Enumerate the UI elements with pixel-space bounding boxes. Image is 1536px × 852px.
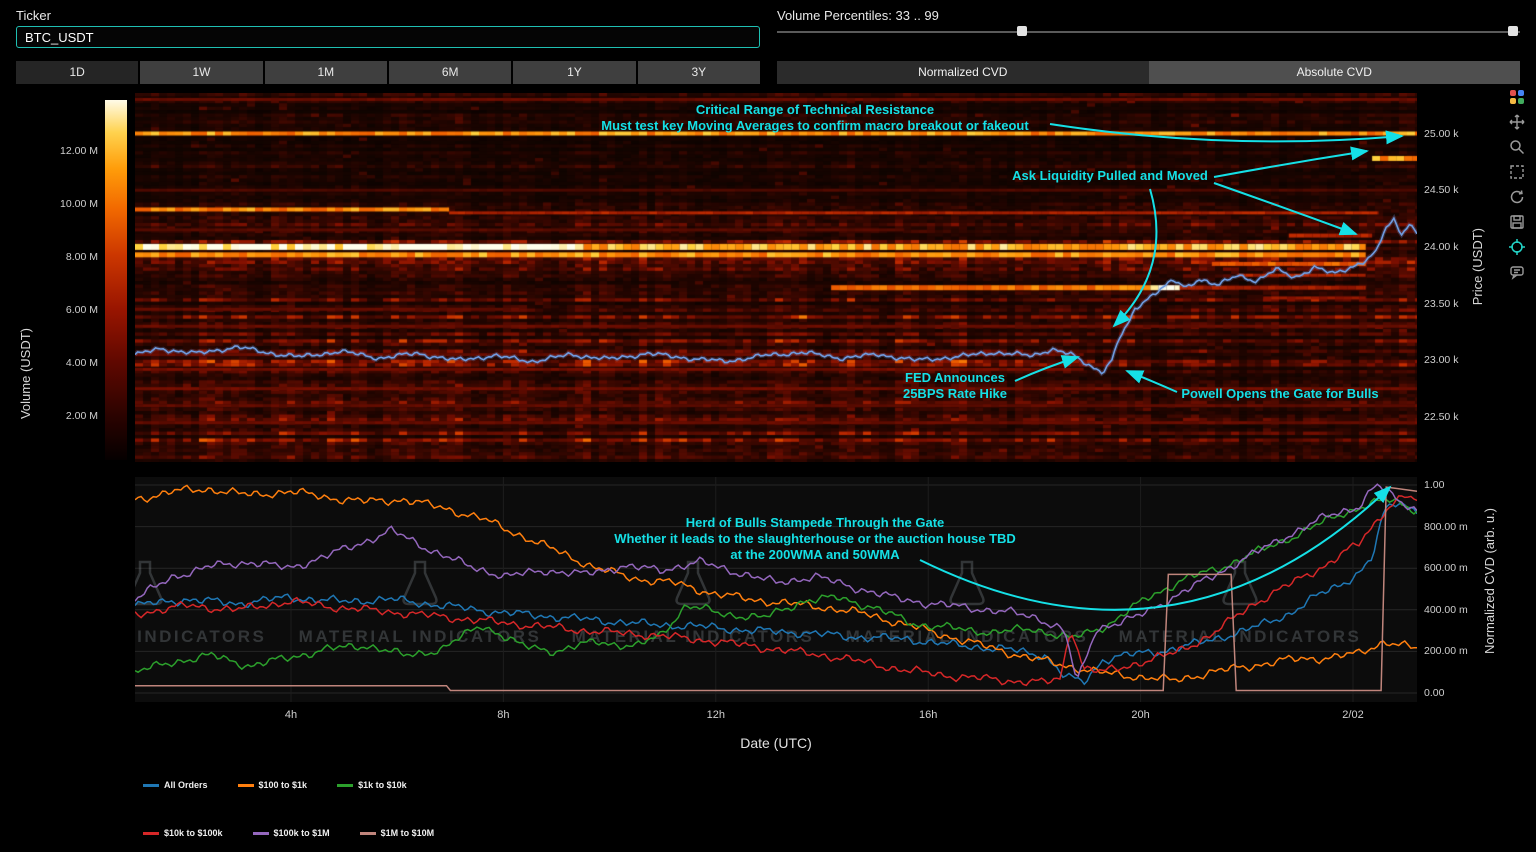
plot-modebar	[1506, 86, 1530, 283]
volume-axis-label: Volume (USDT)	[18, 328, 33, 420]
series-all-orders	[135, 501, 1417, 686]
series--100-to-1k	[135, 484, 1417, 683]
slider-handle-max[interactable]	[1507, 26, 1518, 36]
timeframe-button-1w[interactable]: 1W	[140, 61, 265, 84]
watermark-text: MATERIAL INDICATORS	[1119, 627, 1362, 646]
x-tick: 2/02	[1342, 709, 1364, 721]
colorbar-tick: 6.00 M	[65, 304, 98, 316]
legend-label: $1k to $10k	[358, 780, 407, 790]
cvd-axis-label: Normalized CVD (arb. u.)	[1482, 508, 1497, 654]
legend-row-1: All Orders $100 to $1k $1k to $10k	[143, 780, 407, 790]
liquidity-heatmap[interactable]	[135, 93, 1417, 462]
x-tick: 16h	[919, 709, 938, 721]
crosshair-icon[interactable]	[1506, 236, 1528, 258]
ticker-input[interactable]	[16, 26, 760, 48]
price-tick: 23.50 k	[1424, 297, 1459, 310]
series--1m-to-10m	[135, 486, 1417, 692]
volume-percentiles-slider[interactable]	[777, 26, 1520, 38]
cvd-tick: 1.00	[1424, 479, 1445, 491]
timeframe-button-1d[interactable]: 1D	[16, 61, 141, 84]
watermark-text: MATERIAL INDICATORS	[135, 627, 266, 646]
cvd-tick: 800.00 m	[1424, 520, 1468, 533]
watermark: MATERIAL INDICATORS MATERIAL INDICATORS MA…	[135, 560, 1362, 646]
price-tick: 23.00 k	[1424, 354, 1459, 367]
legend-swatch	[143, 831, 159, 835]
colorbar-tick: 10.00 M	[60, 198, 98, 210]
legend-item--10k-to-100k[interactable]: $10k to $100k	[143, 828, 223, 838]
cvd-tick: 200.00 m	[1424, 645, 1468, 658]
x-tick: 8h	[497, 709, 510, 721]
save-icon[interactable]	[1506, 211, 1528, 233]
timeframe-buttons: 1D 1W 1M 6M 1Y 3Y	[16, 61, 760, 84]
legend-label: All Orders	[164, 780, 208, 790]
slider-handle-min[interactable]	[1017, 26, 1028, 36]
price-tick: 22.50 k	[1424, 411, 1459, 423]
legend-item-all-orders[interactable]: All Orders	[143, 780, 208, 790]
colorbar-tick: 8.00 M	[65, 251, 98, 263]
tab-absolute-cvd[interactable]: Absolute CVD	[1148, 61, 1520, 84]
autoscale-icon[interactable]	[1506, 186, 1528, 208]
legend-label: $1M to $10M	[380, 828, 435, 838]
timeframe-button-6m[interactable]: 6M	[388, 61, 514, 84]
colorbar-tick: 4.00 M	[65, 357, 98, 369]
comments-icon[interactable]	[1506, 261, 1528, 283]
x-tick: 12h	[706, 709, 725, 721]
cvd-mode-tabs: Normalized CVD Absolute CVD	[777, 61, 1520, 84]
x-tick: 4h	[284, 709, 298, 721]
flask-icon	[402, 560, 438, 606]
cvd-tick: 0.00	[1424, 687, 1445, 699]
ticker-label: Ticker	[16, 8, 51, 23]
timeframe-button-3y[interactable]: 3Y	[637, 61, 760, 84]
price-tick: 24.00 k	[1424, 240, 1459, 253]
volume-colorbar	[105, 100, 127, 460]
timeframe-button-1m[interactable]: 1M	[264, 61, 389, 84]
watermark-text: MATERIAL INDICATORS	[299, 627, 542, 646]
series--1k-to-10k	[135, 497, 1417, 674]
legend-item--100-to-1k[interactable]: $100 to $1k	[237, 780, 308, 790]
price-axis-label: Price (USDT)	[1470, 228, 1485, 306]
legend-swatch	[252, 831, 269, 835]
colorbar-tick: 2.00 M	[65, 410, 98, 422]
series--10k-to-100k	[135, 495, 1417, 687]
x-tick: 20h	[1131, 709, 1150, 721]
price-tick: 25.00 k	[1424, 127, 1459, 140]
tab-normalized-cvd[interactable]: Normalized CVD	[777, 61, 1149, 84]
cvd-tick: 600.00 m	[1424, 562, 1468, 575]
legend-swatch	[359, 831, 376, 835]
legend-label: $10k to $100k	[164, 828, 223, 838]
legend-label: $100k to $1M	[273, 828, 330, 838]
flask-icon	[675, 560, 711, 606]
legend-item--1m-to-10m[interactable]: $1M to $10M	[359, 828, 435, 838]
zoom-icon[interactable]	[1506, 136, 1528, 158]
legend-label: $100 to $1k	[258, 780, 308, 790]
legend-item--1k-to-10k[interactable]: $1k to $10k	[337, 780, 407, 790]
colorbar-tick: 12.00 M	[60, 145, 98, 157]
slider-track[interactable]	[777, 31, 1520, 33]
timeframe-button-1y[interactable]: 1Y	[513, 61, 638, 84]
zoom-box-icon[interactable]	[1506, 161, 1528, 183]
volume-percentiles-label: Volume Percentiles: 33 .. 99	[777, 8, 939, 23]
pan-icon[interactable]	[1506, 111, 1528, 133]
price-tick: 24.50 k	[1424, 184, 1459, 197]
legend-swatch	[237, 783, 254, 787]
cvd-chart[interactable]: MATERIAL INDICATORS MATERIAL INDICATORS MA…	[135, 477, 1417, 702]
cvd-tick: 400.00 m	[1424, 603, 1468, 616]
legend-swatch	[143, 783, 159, 787]
watermark-text: MATERIAL INDICATORS	[846, 627, 1089, 646]
legend-row-2: $10k to $100k $100k to $1M $1M to $10M	[143, 828, 434, 838]
legend-swatch	[337, 783, 354, 787]
series--100k-to-1m	[135, 483, 1417, 678]
x-axis-title: Date (UTC)	[740, 735, 812, 751]
plotly-logo-icon[interactable]	[1506, 86, 1528, 108]
legend-item--100k-to-1m[interactable]: $100k to $1M	[252, 828, 330, 838]
